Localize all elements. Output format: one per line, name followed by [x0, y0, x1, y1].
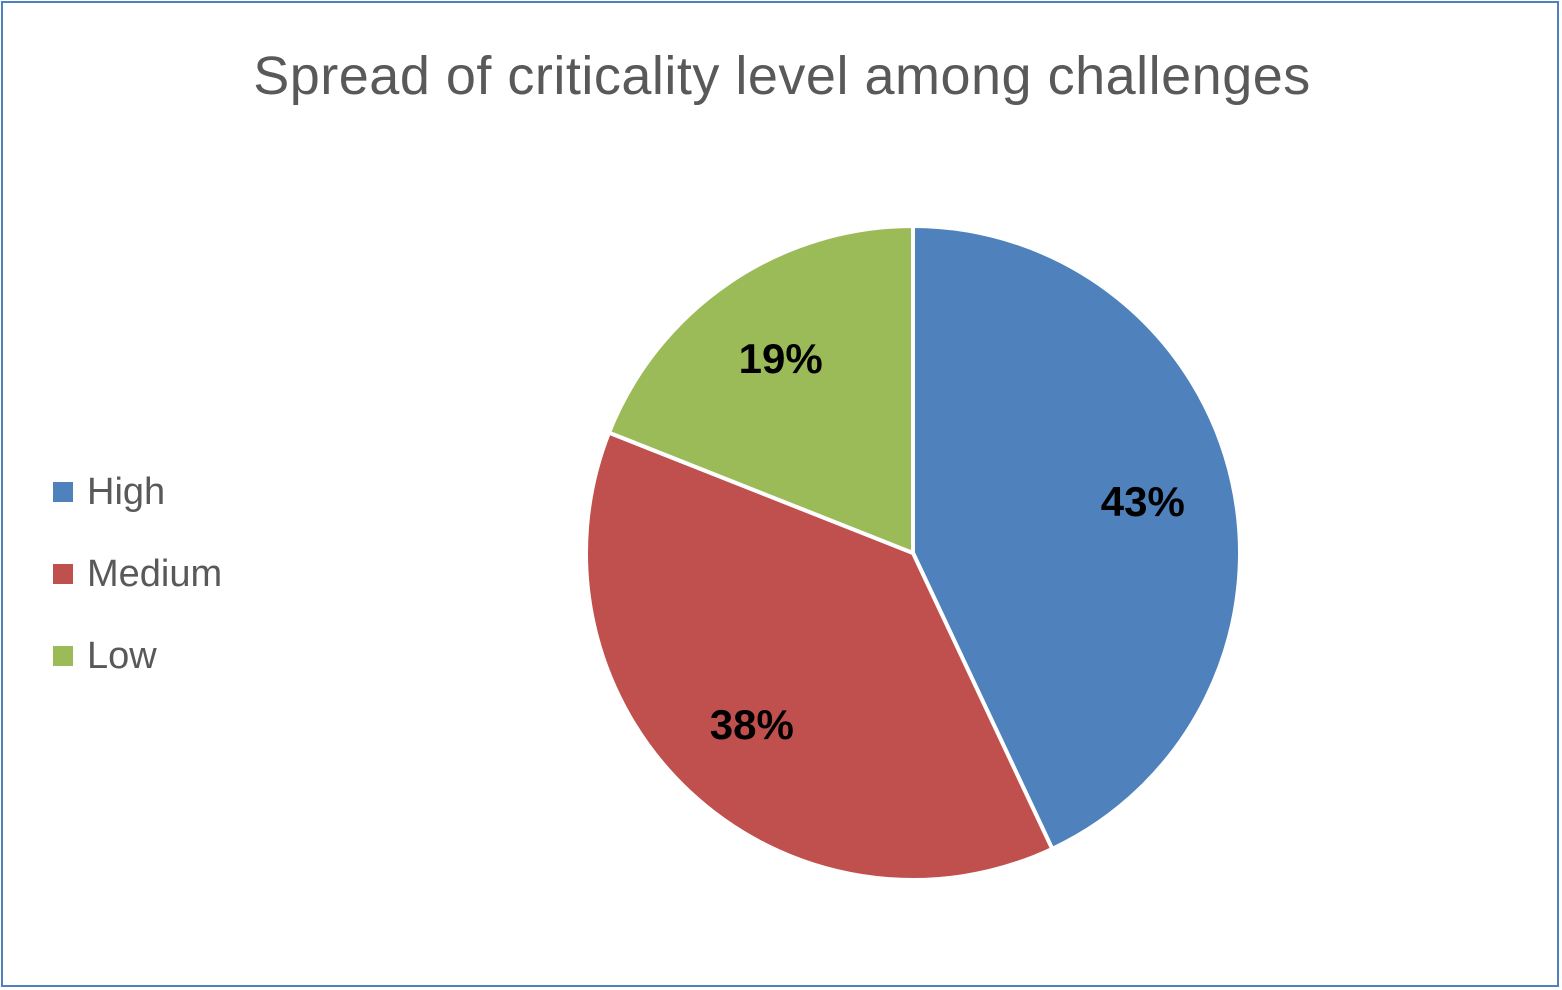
legend-label-medium: Medium [87, 552, 223, 595]
legend-swatch-medium [53, 564, 73, 584]
chart-title: Spread of criticality level among challe… [253, 46, 1311, 106]
legend: High Medium Low [53, 451, 222, 697]
pie-labels: 43% 38% 19% [710, 335, 1185, 748]
legend-item-medium: Medium [53, 533, 222, 615]
legend-swatch-low [53, 646, 73, 666]
data-label-high: 43% [1101, 478, 1185, 525]
pie-slice-low [606, 224, 915, 555]
pie-slice-high [911, 224, 1242, 851]
data-label-medium: 38% [710, 701, 794, 748]
legend-item-low: Low [53, 615, 222, 697]
legend-item-high: High [53, 451, 222, 533]
legend-swatch-high [53, 482, 73, 502]
legend-label-low: Low [87, 634, 157, 677]
data-label-low: 19% [739, 335, 823, 382]
legend-label-high: High [87, 470, 166, 513]
pie-slice-medium [584, 430, 1055, 882]
pie-slices [584, 224, 1242, 882]
